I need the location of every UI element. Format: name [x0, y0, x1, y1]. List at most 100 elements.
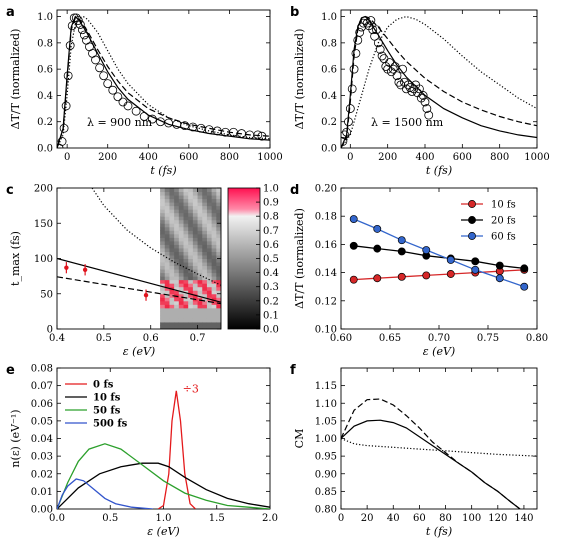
heatmap-cell	[197, 297, 203, 302]
heatmap-cell	[211, 209, 217, 214]
heatmap-cell	[174, 311, 180, 316]
heatmap-cell	[211, 297, 217, 302]
heatmap-cell	[197, 304, 203, 309]
heatmap-cell	[178, 293, 185, 298]
x-tick-label-c: 0.5	[96, 333, 112, 344]
y-tick-label-b: 0.4	[321, 91, 337, 102]
heatmap-cell	[169, 205, 175, 210]
data-point-b	[388, 64, 398, 74]
heatmap-cell	[216, 188, 221, 193]
heatmap-cell	[211, 314, 217, 319]
heatmap-cell	[160, 219, 166, 224]
data-point-a	[103, 79, 113, 88]
heatmap-cell	[192, 202, 199, 207]
heatmap-cell	[192, 307, 199, 312]
heatmap-cell	[164, 237, 170, 242]
plot-frame-f	[340, 367, 538, 510]
heatmap-cell	[202, 212, 208, 217]
data-point-d	[349, 241, 358, 250]
x-tick-label-a: 800	[220, 152, 239, 163]
heatmap-cell	[192, 272, 199, 277]
heatmap-cell	[164, 247, 170, 252]
heatmap-cell	[197, 205, 203, 210]
x-tick-label-b: 400	[415, 152, 434, 163]
heatmap-cell	[197, 307, 203, 312]
heatmap-cell	[164, 198, 170, 203]
heatmap-cell	[164, 293, 170, 298]
heatmap-cell	[197, 233, 203, 238]
heatmap-cell	[169, 223, 175, 228]
heatmap-cell	[169, 191, 175, 196]
heatmap-cell	[169, 247, 175, 252]
heatmap-cell	[169, 251, 175, 256]
heatmap-cell	[174, 314, 180, 319]
data-point-d	[495, 261, 504, 270]
heatmap-cell	[160, 233, 166, 238]
heatmap-cell	[211, 304, 217, 309]
heatmap-cell	[211, 226, 217, 231]
heatmap-cell	[188, 247, 194, 252]
heatmap-cell	[192, 311, 199, 316]
heatmap-cell	[216, 283, 221, 288]
heatmap-cell	[197, 244, 203, 249]
data-point-d	[446, 255, 455, 264]
heatmap-cell	[178, 325, 185, 329]
y-axis-label-e: n(ε) (eV⁻¹)	[9, 409, 22, 467]
panel-e-chart: 0.0 0.5 1.0 1.5 2.0 0.00 0.01 0.02 0.03 0.04 0.05 0…	[9, 364, 278, 539]
heatmap-cell	[188, 233, 194, 238]
heatmap-cell	[169, 283, 175, 288]
heatmap-cell	[174, 300, 180, 305]
series-line-a-dashed	[57, 17, 270, 148]
heatmap-cell	[206, 230, 213, 235]
heatmap-cell	[164, 276, 170, 281]
heatmap-cell	[188, 321, 194, 326]
heatmap-cell	[164, 212, 170, 217]
heatmap-cell	[183, 191, 189, 196]
heatmap-cell	[164, 279, 170, 284]
heatmap-cell	[197, 191, 203, 196]
heatmap-cell	[188, 265, 194, 270]
heatmap-cell	[178, 321, 185, 326]
heatmap-cell	[188, 283, 194, 288]
heatmap-cell	[202, 226, 208, 231]
heatmap-cell	[188, 279, 194, 284]
plot-frame-e	[56, 367, 271, 510]
data-point-b	[420, 97, 430, 107]
heatmap-cell	[183, 198, 189, 203]
data-point-b	[414, 84, 424, 94]
heatmap-cell	[164, 272, 170, 277]
heatmap-cell	[160, 212, 166, 217]
heatmap-cell	[164, 240, 170, 245]
heatmap-cell	[164, 251, 170, 256]
heatmap-cell	[188, 269, 194, 274]
heatmap-cell	[211, 195, 217, 200]
heatmap-cell	[197, 230, 203, 235]
heatmap-cell	[183, 325, 189, 329]
heatmap-cell	[174, 307, 180, 312]
heatmap-cell	[188, 286, 194, 291]
series-line-b-dashed	[341, 15, 537, 148]
heatmap-cell	[202, 233, 208, 238]
heatmap-cell	[202, 321, 208, 326]
heatmap-cell	[164, 216, 170, 221]
x-tick-label-c: 0.6	[143, 333, 159, 344]
heatmap-cell	[211, 276, 217, 281]
heatmap-cell	[202, 293, 208, 298]
series-line-c-solid	[57, 257, 221, 303]
heatmap-cell	[206, 251, 213, 256]
heatmap-cell	[160, 209, 166, 214]
heatmap-cell	[160, 321, 166, 326]
heatmap-cell	[174, 325, 180, 329]
x-tick-label-a: 400	[139, 152, 158, 163]
heatmap-cell	[178, 251, 185, 256]
heatmap-cell	[216, 307, 221, 312]
x-tick-label-f: 100	[462, 513, 481, 524]
y-tick-label-e: 0.03	[31, 452, 53, 463]
heatmap-cell	[183, 223, 189, 228]
series-line-c-dashed	[57, 276, 221, 305]
y-tick-label-a: 0.0	[37, 144, 53, 155]
heatmap-cell	[202, 290, 208, 295]
x-tick-label-a: 0	[64, 152, 70, 163]
heatmap-cell	[197, 247, 203, 252]
scale-annotation-e: ÷3	[183, 383, 199, 396]
